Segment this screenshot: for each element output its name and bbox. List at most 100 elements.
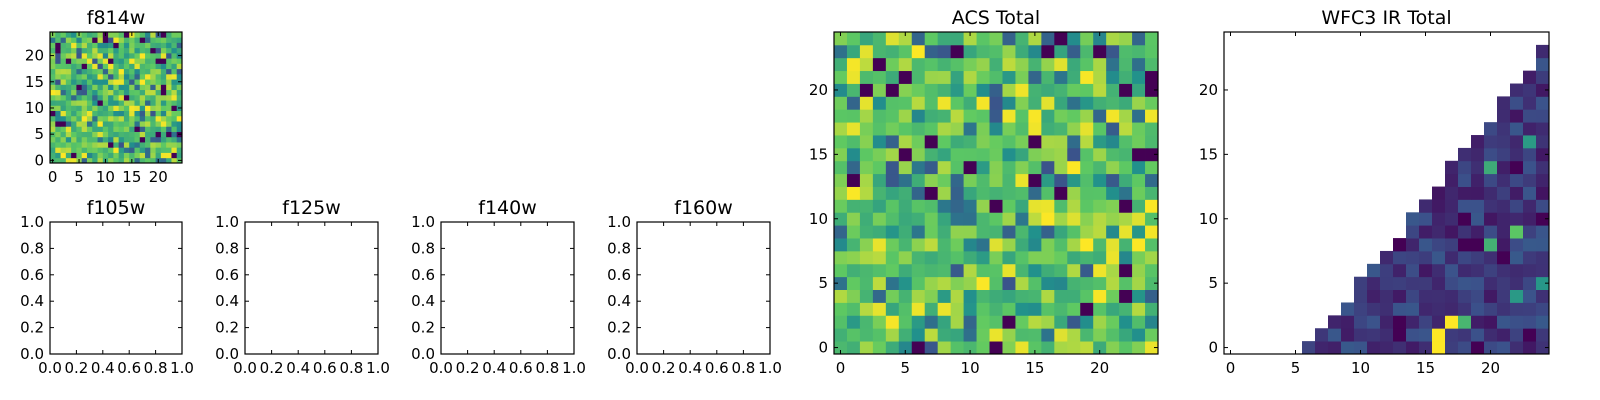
- heatmap-cell: [108, 63, 114, 70]
- heatmap-cell: [1458, 302, 1472, 316]
- heatmap-cell: [60, 32, 67, 38]
- heatmap-cell: [950, 186, 964, 200]
- heatmap-cell: [108, 79, 114, 85]
- heatmap-cell: [1106, 57, 1120, 72]
- axes-frame: [49, 221, 183, 355]
- heatmap-cell: [1067, 341, 1081, 355]
- heatmap-cell: [1015, 238, 1029, 252]
- heatmap-cell: [155, 79, 162, 85]
- x-tick-label: 0.8: [339, 359, 363, 377]
- heatmap-cell: [1028, 276, 1042, 290]
- heatmap-cell: [950, 315, 964, 329]
- heatmap-cell: [65, 131, 72, 138]
- heatmap-cell: [989, 160, 1003, 175]
- heatmap-cell: [1458, 225, 1472, 239]
- heatmap-cell: [1067, 276, 1081, 290]
- heatmap-cell: [1015, 225, 1029, 239]
- heatmap-cell: [118, 142, 125, 148]
- heatmap-cell: [1380, 250, 1394, 265]
- heatmap-cell: [1471, 276, 1485, 290]
- heatmap-cell: [71, 115, 77, 122]
- heatmap-cell: [1393, 238, 1407, 252]
- heatmap-cell: [55, 42, 61, 49]
- heatmap-cell: [898, 289, 913, 303]
- heatmap-cell: [1028, 135, 1042, 149]
- heatmap-cell: [950, 147, 964, 162]
- heatmap-cell: [1067, 96, 1081, 110]
- heatmap-cell: [155, 105, 162, 111]
- heatmap-cell: [911, 238, 926, 252]
- heatmap-cell: [1015, 276, 1029, 290]
- heatmap-cell: [50, 115, 56, 122]
- heatmap-cell: [1067, 122, 1081, 136]
- heatmap-cell: [859, 160, 874, 175]
- heatmap-cell: [118, 32, 125, 38]
- heatmap-cell: [885, 250, 900, 265]
- y-tick-label: 0.6: [20, 266, 44, 284]
- heatmap-cell: [134, 126, 141, 132]
- heatmap-cell: [1510, 276, 1524, 290]
- heatmap-cell: [1119, 328, 1133, 342]
- heatmap-cell: [1302, 341, 1316, 355]
- heatmap-cell: [76, 42, 83, 49]
- heatmap-cell: [1510, 289, 1524, 303]
- heatmap-cell: [1510, 212, 1524, 226]
- heatmap-cell: [1080, 289, 1094, 303]
- heatmap-cell: [1510, 341, 1524, 355]
- heatmap-cell: [1145, 328, 1159, 342]
- heatmap-cell: [1536, 315, 1550, 329]
- heatmap-cell: [911, 276, 926, 290]
- heatmap-cell: [834, 70, 848, 84]
- heatmap-cell: [924, 341, 939, 355]
- heatmap-cell: [1497, 341, 1511, 355]
- heatmap-cell: [166, 37, 172, 43]
- x-tick-label: 0: [48, 168, 58, 186]
- heatmap-cell: [1067, 109, 1081, 123]
- heatmap-cell: [1458, 328, 1472, 342]
- y-tick-label: 15: [809, 145, 828, 163]
- heatmap-cell: [134, 89, 141, 96]
- heatmap-cell: [108, 126, 114, 132]
- heatmap-cell: [1080, 341, 1094, 355]
- heatmap-cell: [1028, 44, 1042, 59]
- heatmap-cell: [1028, 109, 1042, 123]
- heatmap-cell: [1015, 263, 1029, 278]
- heatmap-cell: [989, 83, 1003, 97]
- heatmap-cell: [176, 89, 183, 96]
- heatmap-cell: [1445, 160, 1459, 175]
- y-tick-label: 0.4: [411, 292, 435, 310]
- heatmap-cell: [76, 84, 83, 91]
- heatmap-cell: [92, 32, 98, 38]
- heatmap-cell: [55, 32, 61, 38]
- heatmap-cell: [950, 135, 964, 149]
- heatmap-cell: [150, 152, 156, 159]
- heatmap-cell: [102, 121, 109, 127]
- heatmap-cell: [989, 96, 1003, 110]
- heatmap-cell: [1002, 122, 1016, 136]
- heatmap-cell: [1015, 250, 1029, 265]
- heatmap-cell: [86, 105, 93, 111]
- x-tick-label: 0.4: [482, 359, 506, 377]
- heatmap-cell: [1458, 238, 1472, 252]
- heatmap-cell: [150, 32, 156, 38]
- heatmap-cell: [81, 47, 88, 54]
- heatmap-cell: [859, 147, 874, 162]
- heatmap-cell: [102, 94, 109, 101]
- heatmap-cell: [123, 152, 130, 159]
- heatmap-cell: [50, 110, 56, 117]
- heatmap-cell: [76, 37, 83, 43]
- heatmap-cell: [60, 136, 67, 143]
- heatmap-cell: [924, 328, 939, 342]
- heatmap-cell: [1132, 32, 1146, 46]
- heatmap-cell: [898, 199, 913, 213]
- heatmap-cell: [976, 263, 990, 278]
- heatmap-cell: [150, 47, 156, 54]
- heatmap-cell: [1093, 122, 1107, 136]
- heatmap-cell: [1093, 83, 1107, 97]
- heatmap-cell: [134, 63, 141, 70]
- heatmap-cell: [102, 105, 109, 111]
- heatmap-cell: [898, 32, 913, 46]
- heatmap-cell: [155, 63, 162, 70]
- heatmap-cell: [1471, 212, 1485, 226]
- heatmap-cell: [60, 126, 67, 132]
